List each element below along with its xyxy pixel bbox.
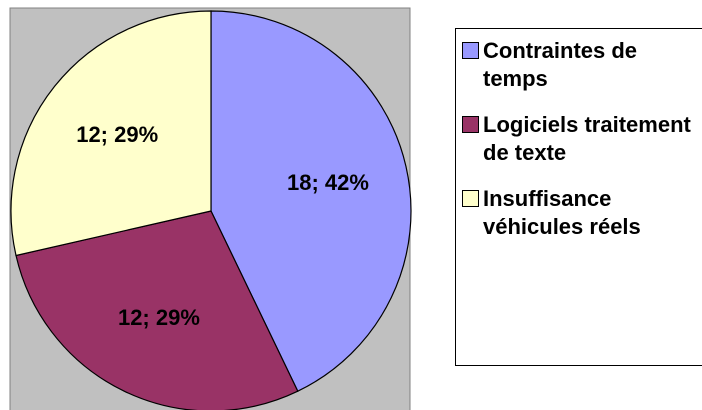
data-label: 12; 29% bbox=[76, 122, 158, 147]
legend-swatch bbox=[462, 42, 479, 59]
data-label: 12; 29% bbox=[118, 305, 200, 330]
legend: Contraintes de temps Logiciels traitement… bbox=[455, 28, 702, 366]
pie-slice bbox=[210, 10, 412, 392]
pie-slice bbox=[10, 10, 212, 257]
legend-swatch bbox=[462, 190, 479, 207]
legend-item: Contraintes de temps bbox=[462, 37, 702, 93]
legend-label: Logiciels traitement de texte bbox=[483, 112, 691, 165]
pie-slice bbox=[15, 210, 299, 410]
data-label: 18; 42% bbox=[287, 170, 369, 195]
legend-item: Logiciels traitement de texte bbox=[462, 111, 702, 167]
legend-label: Insuffisance véhicules réels bbox=[483, 186, 641, 239]
plot: 18; 42% 12; 29% 12; 29% bbox=[9, 7, 412, 410]
legend-swatch bbox=[462, 116, 479, 133]
legend-label: Contraintes de temps bbox=[483, 38, 638, 91]
legend-item: Insuffisance véhicules réels bbox=[462, 185, 702, 241]
